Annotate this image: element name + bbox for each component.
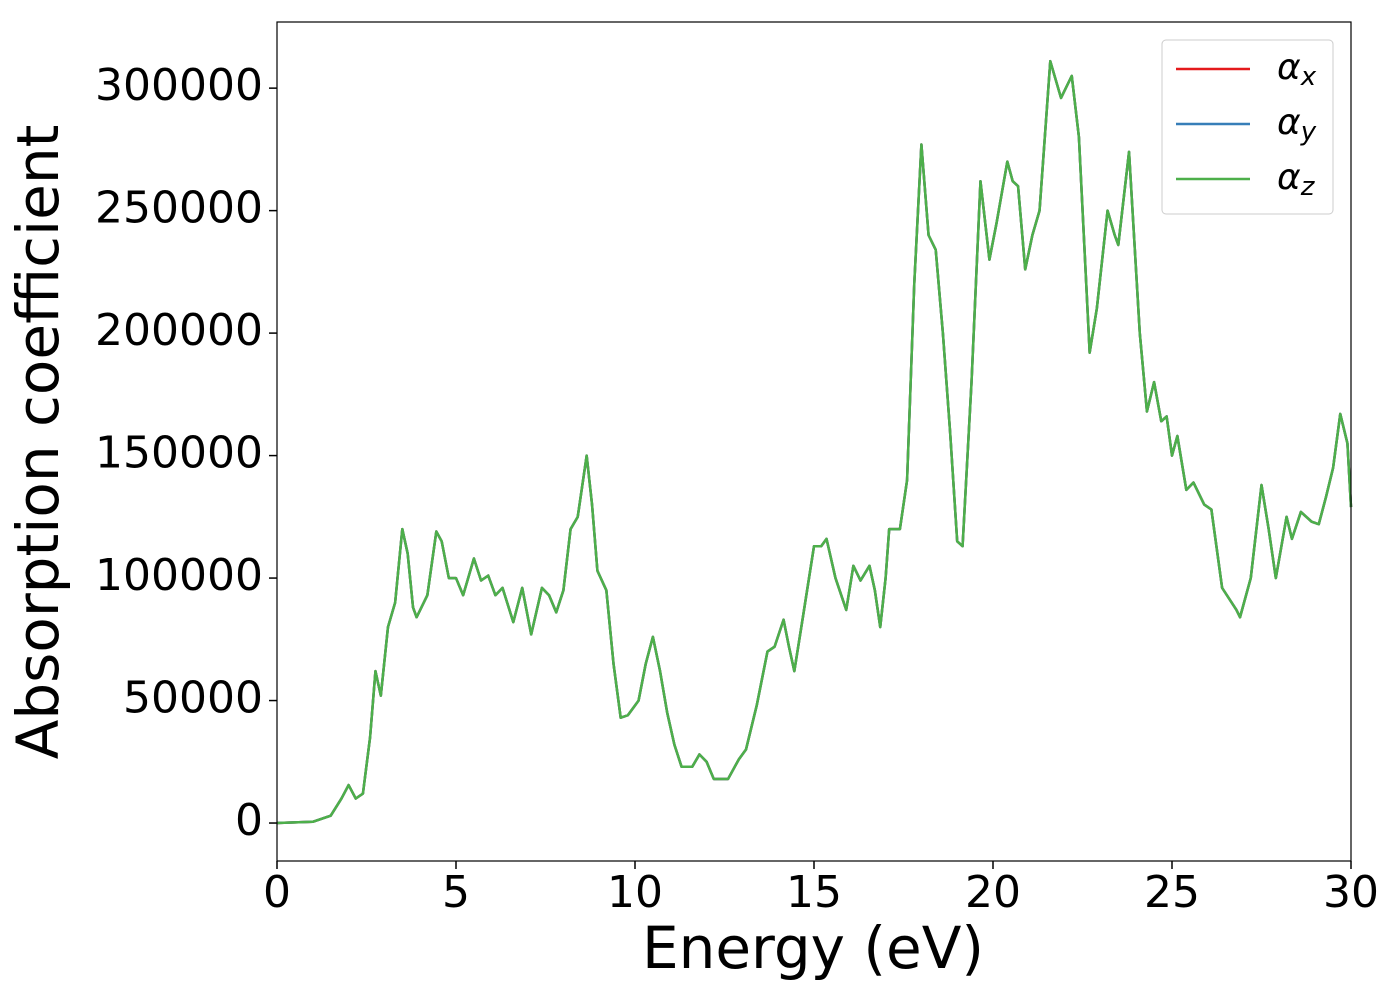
legend-label: αx — [1277, 47, 1317, 92]
legend-label: αz — [1277, 157, 1316, 202]
y-tick-label: 200000 — [95, 305, 263, 356]
y-tick-label: 300000 — [95, 60, 263, 111]
series-line — [276, 59, 1353, 825]
y-tick-label: 150000 — [95, 428, 263, 479]
y-tick-label: 250000 — [95, 183, 263, 234]
x-tick-label: 20 — [965, 867, 1021, 918]
x-axis-label: Energy (eV) — [642, 914, 984, 982]
x-tick-label: 10 — [607, 867, 663, 918]
y-tick-label: 100000 — [95, 550, 263, 601]
x-tick-label: 5 — [442, 867, 470, 918]
y-tick-label: 0 — [235, 795, 263, 846]
x-tick-label: 25 — [1144, 867, 1200, 918]
legend-box — [1161, 39, 1334, 215]
y-tick-label: 50000 — [123, 673, 263, 724]
x-tick-label: 0 — [263, 867, 291, 918]
legend: αx αy αz — [1161, 39, 1334, 215]
x-tick-label: 15 — [786, 867, 842, 918]
plot-frame — [276, 21, 1352, 862]
y-axis-label: Absorption coefficient — [4, 125, 72, 760]
legend-label: αy — [1277, 102, 1317, 147]
x-tick-label: 30 — [1323, 867, 1379, 918]
